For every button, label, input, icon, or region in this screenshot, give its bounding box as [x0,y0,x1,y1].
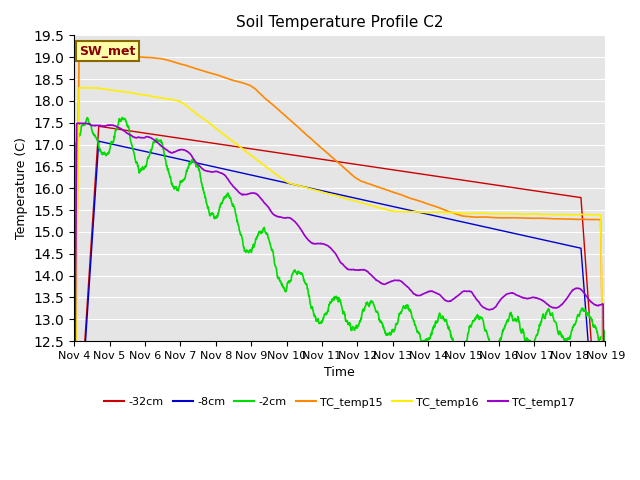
Legend: -32cm, -8cm, -2cm, TC_temp15, TC_temp16, TC_temp17: -32cm, -8cm, -2cm, TC_temp15, TC_temp16,… [100,393,579,412]
Y-axis label: Temperature (C): Temperature (C) [15,137,28,239]
Text: SW_met: SW_met [79,45,136,58]
X-axis label: Time: Time [324,366,355,379]
Title: Soil Temperature Profile C2: Soil Temperature Profile C2 [236,15,444,30]
